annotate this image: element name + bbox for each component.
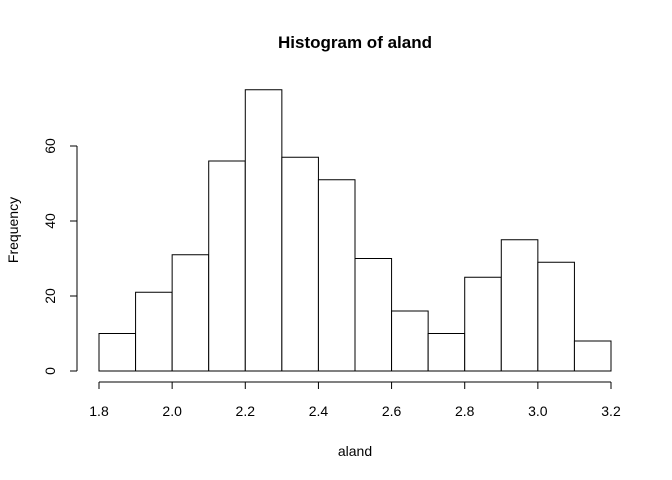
histogram-bar (171, 254, 210, 372)
histogram-bar (317, 179, 356, 372)
x-tick-label: 2.8 (455, 403, 475, 419)
x-tick-label: 3.0 (528, 403, 548, 419)
x-tick-label: 3.2 (601, 403, 621, 419)
histogram-bar (354, 258, 393, 372)
histogram-bar (464, 276, 502, 372)
x-tick-label: 2.0 (162, 403, 182, 419)
x-tick-label: 2.2 (236, 403, 256, 419)
histogram-bar (135, 291, 173, 372)
x-axis: 1.8 2.0 2.2 2.4 2.6 2.8 3.0 3.2 (89, 381, 621, 419)
y-tick-label: 60 (42, 138, 58, 154)
x-tick-label: 2.4 (309, 403, 329, 419)
histogram-bar (500, 239, 539, 372)
histogram-bar (98, 333, 137, 372)
x-axis-label: aland (338, 443, 372, 459)
histogram-bar (391, 310, 429, 372)
x-tick-label: 2.6 (382, 403, 402, 419)
histogram-bar (427, 333, 466, 372)
histogram-bar (244, 89, 283, 372)
y-tick-label: 0 (42, 367, 58, 375)
histogram-bar (573, 340, 612, 372)
histogram-bar (281, 156, 319, 372)
y-tick-label: 40 (42, 213, 58, 229)
x-tick-label: 1.8 (89, 403, 109, 419)
bars-group (98, 89, 612, 372)
y-axis-label: Frequency (5, 197, 21, 263)
chart-title: Histogram of aland (278, 33, 432, 52)
histogram-bar (537, 261, 575, 372)
histogram-bar (208, 160, 246, 372)
y-axis: 0 20 40 60 (42, 138, 78, 375)
y-tick-label: 20 (42, 288, 58, 304)
